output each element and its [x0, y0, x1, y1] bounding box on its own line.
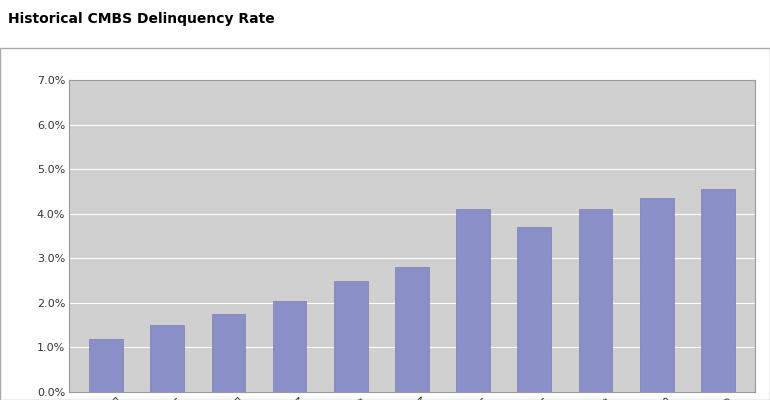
Text: Historical CMBS Delinquency Rate: Historical CMBS Delinquency Rate [8, 12, 274, 26]
Bar [212, 314, 245, 392]
Bar [150, 325, 184, 392]
Bar [395, 267, 429, 392]
Bar [517, 227, 551, 392]
Bar [89, 338, 123, 392]
Bar [579, 209, 612, 392]
Bar [334, 280, 367, 392]
Bar [457, 209, 490, 392]
Bar [273, 301, 306, 392]
Bar [640, 198, 674, 392]
Bar [701, 189, 735, 392]
